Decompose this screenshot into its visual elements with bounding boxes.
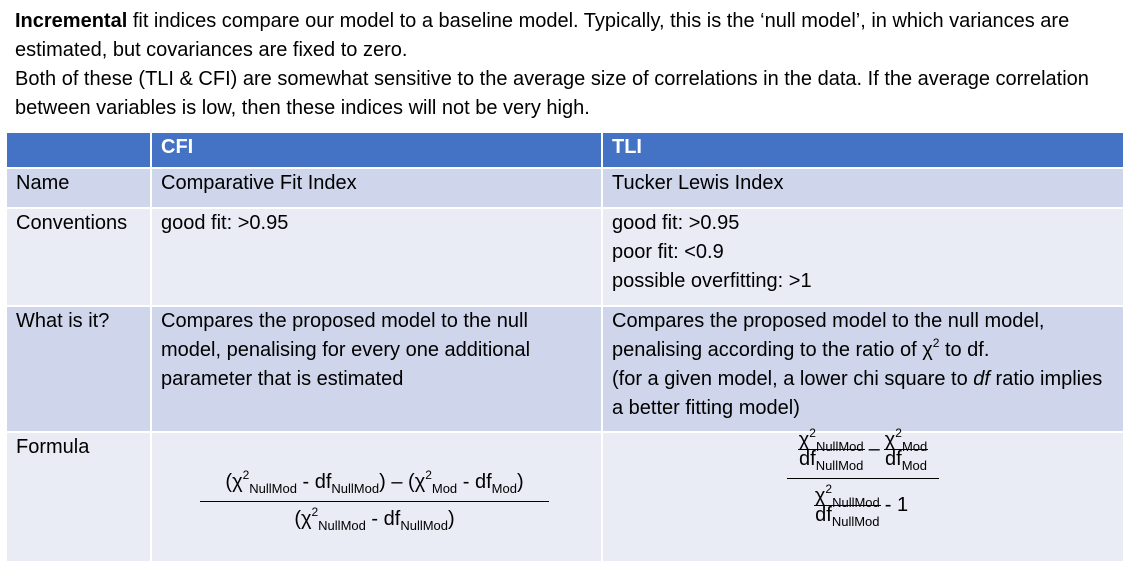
fraction-null-denominator: χ2NullMod dfNullMod (813, 483, 881, 528)
tli-fraction-bar (787, 478, 939, 479)
paren: ) (379, 471, 386, 493)
cfi-formula-denominator: (χ2NullMod - dfNullMod) (200, 502, 549, 534)
mod-sub: Mod (901, 458, 927, 473)
null-sub: NullMod (831, 514, 880, 529)
chi-symbol: χ (300, 508, 312, 530)
fit-indices-table: CFI TLI Name Comparative Fit Index Tucke… (5, 131, 1125, 563)
df-symbol: df (474, 471, 492, 493)
df-symbol: df (314, 471, 332, 493)
null-sub: NullMod (815, 458, 864, 473)
cfi-formula: (χ2NullMod - dfNullMod) – (χ2Mod - dfMod… (200, 468, 549, 534)
minus-operator: – (868, 438, 880, 460)
df-symbol: df (815, 504, 832, 526)
tli-formula: χ2NullMod dfNullMod – χ2Mod dfMod χ2Null… (783, 427, 943, 528)
tli-formula-numerator: χ2NullMod dfNullMod – χ2Mod dfMod (783, 427, 943, 472)
cfi-convention-good: good fit: >0.95 (161, 212, 289, 234)
tli-convention-overfit: possible overfitting: >1 (612, 270, 812, 292)
cfi-name: Comparative Fit Index (150, 167, 603, 209)
mod-sub: Mod (901, 439, 928, 454)
frac-numerator: χ2NullMod (797, 427, 865, 453)
intro-paragraph-1-text: fit indices compare our model to a basel… (15, 10, 1070, 61)
tli-conventions: good fit: >0.95 poor fit: <0.9 possible … (601, 207, 1125, 307)
row-label-conventions: Conventions (5, 207, 152, 307)
minus: - (365, 508, 384, 530)
df-symbol: df (383, 508, 401, 530)
row-label-what: What is it? (5, 305, 152, 433)
table-row-name: Name Comparative Fit Index Tucker Lewis … (5, 167, 1125, 209)
header-blank (5, 131, 152, 169)
tli-name: Tucker Lewis Index (601, 167, 1125, 209)
chi-symbol: χ (884, 429, 896, 451)
intro-text: Incremental fit indices compare our mode… (15, 7, 1120, 123)
tli-description-1: Compares the proposed model to the null … (612, 307, 1114, 365)
tli-description-df: df (973, 368, 990, 390)
null-sub: NullMod (331, 481, 380, 496)
paren: ) (516, 471, 524, 493)
mod-sub: Mod (431, 481, 458, 496)
minus-one: - 1 (884, 494, 909, 516)
tli-formula-cell: χ2NullMod dfNullMod – χ2Mod dfMod χ2Null… (601, 427, 1125, 563)
null-sub: NullMod (318, 518, 366, 533)
tli-description-2a: (for a given model, a lower chi square t… (612, 368, 974, 390)
square: 2 (809, 426, 816, 440)
frac-denominator: dfNullMod (798, 448, 865, 472)
chi-symbol: χ (232, 471, 243, 493)
dash: – (385, 471, 409, 493)
tli-description: Compares the proposed model to the null … (601, 305, 1125, 433)
chi-square-superscript: 2 (932, 336, 940, 350)
paren: ) (448, 508, 455, 530)
fraction-mod: χ2Mod dfMod (883, 427, 929, 472)
square: 2 (425, 468, 432, 482)
cfi-conventions: good fit: >0.95 (150, 207, 603, 307)
table-row-what: What is it? Compares the proposed model … (5, 305, 1125, 433)
null-sub: NullMod (832, 495, 880, 510)
null-sub: NullMod (815, 439, 864, 454)
table-header-row: CFI TLI (5, 131, 1125, 169)
null-sub: NullMod (249, 481, 297, 496)
tli-convention-poor: poor fit: <0.9 (612, 241, 724, 263)
tli-formula-denominator: χ2NullMod dfNullMod - 1 (783, 483, 943, 528)
square: 2 (242, 468, 250, 482)
tli-description-1-text: Compares the proposed model to the null … (612, 310, 1045, 361)
square: 2 (895, 426, 902, 440)
frac-denominator: dfMod (884, 448, 928, 472)
cfi-description: Compares the proposed model to the null … (150, 305, 603, 433)
row-label-formula: Formula (5, 431, 152, 563)
row-label-name: Name (5, 167, 152, 209)
frac-numerator: χ2Mod (883, 427, 929, 453)
chi-symbol: χ (798, 429, 810, 451)
cfi-formula-numerator: (χ2NullMod - dfNullMod) – (χ2Mod - dfMod… (200, 468, 549, 502)
header-cfi: CFI (150, 131, 603, 169)
tli-description-2c: ratio implies a better fitting model) (612, 368, 1103, 419)
intro-paragraph-1: Incremental fit indices compare our mode… (15, 7, 1120, 65)
paren: ( (225, 471, 233, 493)
paren: ( (408, 471, 415, 493)
paren: ( (294, 508, 301, 530)
header-tli: TLI (601, 131, 1125, 169)
intro-bold-term: Incremental (15, 10, 128, 32)
minus: - (457, 471, 475, 493)
null-sub: NullMod (400, 518, 449, 533)
tli-description-2: (for a given model, a lower chi square t… (612, 365, 1114, 423)
frac-numerator: χ2NullMod (813, 483, 881, 509)
frac-denominator: dfNullMod (814, 504, 881, 528)
tli-description-1-end: to df. (939, 339, 990, 361)
intro-paragraph-2: Both of these (TLI & CFI) are somewhat s… (15, 68, 1089, 119)
square: 2 (311, 505, 319, 519)
chi-symbol: χ (414, 471, 426, 493)
tli-convention-good: good fit: >0.95 (612, 212, 740, 234)
table-row-formula: Formula (χ2NullMod - dfNullMod) – (χ2Mod… (5, 427, 1125, 563)
table-row-conventions: Conventions good fit: >0.95 good fit: >0… (5, 207, 1125, 307)
mod-sub: Mod (491, 481, 517, 496)
df-symbol: df (885, 448, 902, 470)
square: 2 (825, 482, 833, 496)
fraction-null: χ2NullMod dfNullMod (797, 427, 865, 472)
cfi-formula-cell: (χ2NullMod - dfNullMod) – (χ2Mod - dfMod… (150, 431, 603, 563)
df-symbol: df (799, 448, 816, 470)
chi-symbol: χ (814, 485, 826, 507)
minus: - (296, 471, 315, 493)
